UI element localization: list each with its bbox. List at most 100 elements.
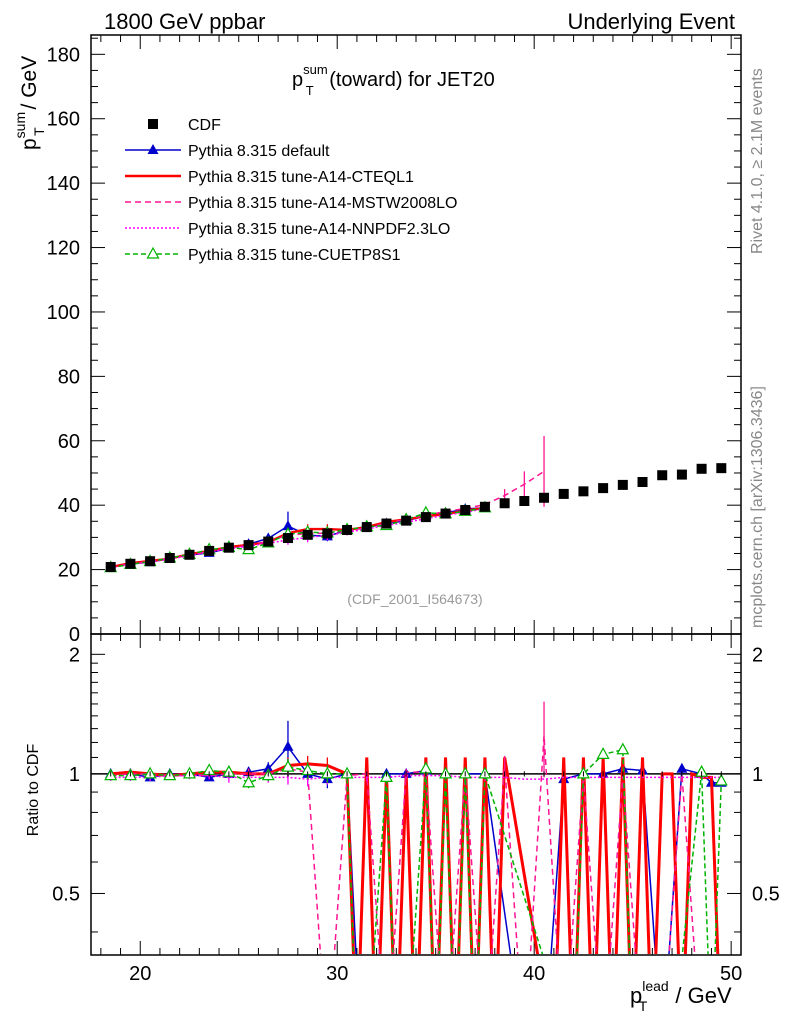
- y-tick-label: 80: [58, 366, 80, 388]
- cdf-point: [578, 486, 589, 497]
- header-left: 1800 GeV ppbar: [104, 9, 265, 34]
- legend-label: Pythia 8.315 default: [188, 143, 330, 160]
- ratio-point-cuetp: [596, 747, 610, 759]
- x-tick-label: 30: [326, 963, 348, 985]
- y-tick-label: 100: [47, 302, 80, 324]
- legend-label: Pythia 8.315 tune-A14-CTEQL1: [188, 169, 414, 186]
- series-mstw: [110, 435, 545, 569]
- rivet-label: Rivet 4.1.0, ≥ 2.1M events: [749, 68, 766, 254]
- ratio-tick-label: 1: [69, 764, 80, 786]
- legend-marker: [147, 144, 159, 154]
- series-line-cuetp: [110, 507, 486, 569]
- cdf-point: [164, 552, 175, 563]
- cdf-point: [243, 540, 254, 551]
- x-tick-label: 20: [129, 963, 151, 985]
- ratio-mstw: [110, 701, 696, 954]
- cdf-point: [676, 469, 687, 480]
- cdf-point: [420, 512, 431, 523]
- x-tick-label: 50: [720, 963, 742, 985]
- cdf-point: [637, 476, 648, 487]
- legend-label: Pythia 8.315 tune-CUETP8S1: [188, 247, 401, 264]
- y-tick-label: 160: [47, 109, 80, 131]
- ratio-tick-label: 0.5: [52, 883, 80, 905]
- y-tick-label: 140: [47, 173, 80, 195]
- legend-label: CDF: [188, 117, 221, 134]
- x-tick-label: 40: [523, 963, 545, 985]
- legend-label: Pythia 8.315 tune-A14-NNPDF2.3LO: [188, 221, 450, 238]
- legend-item-nnpdf: Pythia 8.315 tune-A14-NNPDF2.3LO: [125, 221, 450, 238]
- x-axis-label: plead T / GeV: [630, 978, 732, 1014]
- cdf-point: [558, 488, 569, 499]
- legend-marker: [148, 119, 158, 129]
- series-point-default: [282, 520, 294, 531]
- cdf-point: [302, 529, 313, 540]
- analysis-tag: (CDF_2001_I564673): [347, 591, 482, 607]
- ratio-default: [105, 720, 727, 954]
- legend-label: Pythia 8.315 tune-A14-MSTW2008LO: [188, 195, 457, 212]
- cdf-point: [105, 562, 116, 573]
- cdf-point: [223, 542, 234, 553]
- x-tick-labels: 20 30 40 50: [129, 963, 742, 985]
- cdf-point: [460, 505, 471, 516]
- ratio-point-default: [262, 762, 274, 773]
- y-tick-labels: 0 20 40 60 80 100 120 140 160 180: [47, 44, 80, 646]
- ratio-line-mstw: [110, 735, 696, 954]
- series-cdf: [105, 463, 727, 573]
- ratio-point-cuetp: [616, 742, 630, 755]
- ratio-series: [104, 701, 728, 954]
- main-series: [104, 435, 727, 573]
- y-tick-label: 40: [58, 495, 80, 517]
- cdf-point: [322, 528, 333, 539]
- cdf-point: [617, 479, 628, 490]
- ratio-point-cuetp: [281, 759, 295, 772]
- ratio-tick-label-right: 2: [752, 644, 763, 666]
- cdf-point: [598, 483, 609, 494]
- cdf-point: [145, 556, 156, 567]
- ratio-point-cuetp: [242, 775, 256, 788]
- y-tick-label: 180: [47, 44, 80, 66]
- cdf-point: [125, 558, 136, 569]
- legend-marker: [146, 246, 160, 259]
- ratio-tick-label: 2: [69, 644, 80, 666]
- series-line-nnpdf: [110, 507, 486, 569]
- cdf-point: [401, 515, 412, 526]
- mcplots-label: mcplots.cern.ch [arXiv:1306.3436]: [749, 386, 766, 628]
- legend-item-cuetp: Pythia 8.315 tune-CUETP8S1: [125, 246, 401, 264]
- ratio-tick-label-right: 0.5: [752, 883, 780, 905]
- legend-item-default: Pythia 8.315 default: [125, 143, 330, 160]
- plot-title: psum T (toward) for JET20: [292, 62, 495, 98]
- ratio-y-axis-label: Ratio to CDF: [25, 744, 42, 837]
- cdf-point: [184, 549, 195, 560]
- y-tick-label: 60: [58, 431, 80, 453]
- legend-item-cteql1: Pythia 8.315 tune-A14-CTEQL1: [125, 169, 414, 186]
- ratio-tick-labels: 0.5 0.5 1 1 2 2: [52, 644, 780, 905]
- legend-item-cdf: CDF: [148, 117, 221, 134]
- y-tick-label: 120: [47, 238, 80, 260]
- legend-item-mstw: Pythia 8.315 tune-A14-MSTW2008LO: [125, 195, 457, 212]
- cdf-point: [342, 524, 353, 535]
- ratio-tick-label-right: 1: [752, 764, 763, 786]
- cdf-point: [361, 522, 372, 533]
- ratio-cdf: [110, 771, 722, 777]
- y-tick-label: 20: [58, 560, 80, 582]
- cdf-point: [657, 470, 668, 481]
- cdf-point: [263, 536, 274, 547]
- ratio-point-default: [282, 740, 294, 751]
- cdf-point: [479, 501, 490, 512]
- y-tick-label: 0: [69, 624, 80, 646]
- cdf-point: [519, 495, 530, 506]
- legend: CDF Pythia 8.315 default Pythia 8.315 tune…: [125, 117, 457, 264]
- cdf-point: [696, 463, 707, 474]
- cdf-point: [204, 545, 215, 556]
- series-line-mstw: [110, 470, 545, 569]
- cdf-point: [381, 518, 392, 529]
- cdf-point: [499, 498, 510, 509]
- ratio-point-cuetp: [714, 773, 728, 786]
- ratio-point-cuetp: [419, 761, 433, 774]
- y-axis-label: psum T / GeV: [12, 56, 47, 150]
- cdf-point: [539, 492, 550, 503]
- cdf-point: [716, 463, 727, 474]
- cdf-point: [282, 533, 293, 544]
- series-cuetp: [104, 500, 492, 573]
